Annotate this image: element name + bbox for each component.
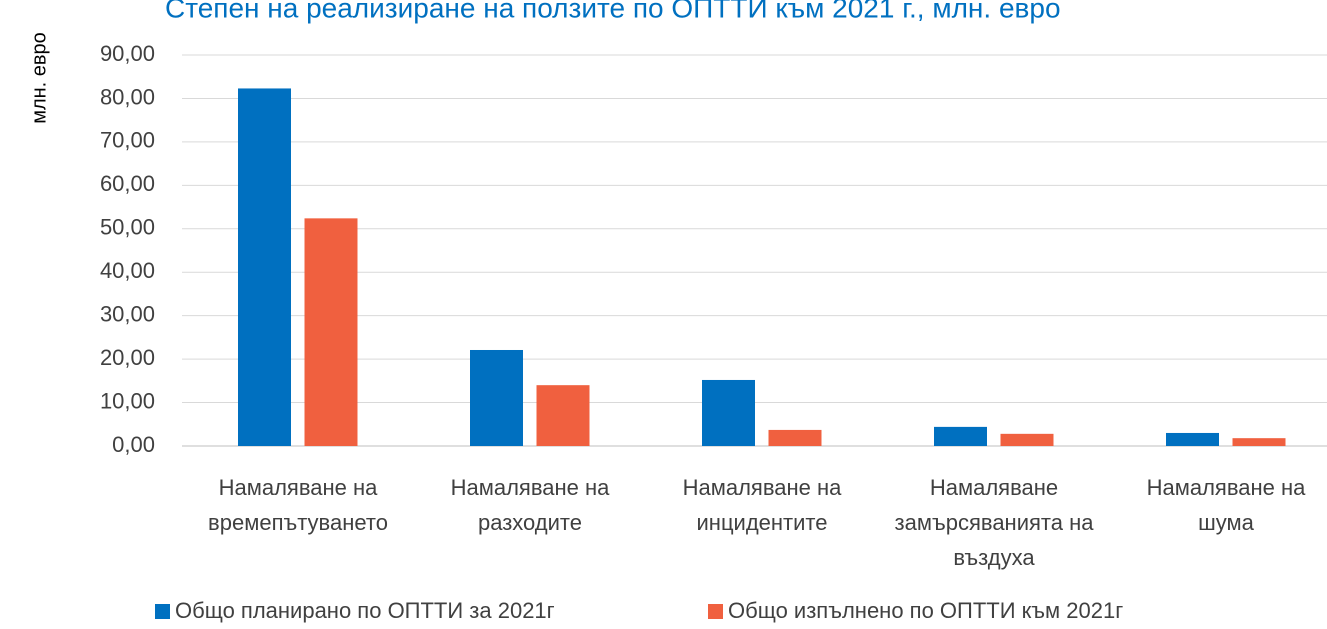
y-tick-label: 20,00 (100, 345, 155, 370)
y-tick-label: 10,00 (100, 388, 155, 413)
bar (1000, 433, 1054, 446)
y-tick-label: 70,00 (100, 128, 155, 153)
bar (1166, 432, 1219, 446)
bar (536, 385, 590, 446)
x-tick-label: Намаляване на шума (1146, 475, 1306, 535)
y-tick-label: 30,00 (100, 301, 155, 326)
y-tick-label: 80,00 (100, 84, 155, 109)
bar (702, 379, 755, 446)
y-tick-label: 90,00 (100, 41, 155, 66)
chart-title: Степен на реализиране на ползите по ОПТТ… (165, 0, 1061, 23)
y-tick-label: 0,00 (112, 432, 155, 457)
bar (238, 88, 291, 447)
y-tick-label: 60,00 (100, 171, 155, 196)
legend-label: Общо планирано по ОПТТИ за 2021г (175, 598, 555, 623)
x-tick-label: Намаляване на разходите (450, 475, 610, 535)
x-tick-label: Намаляване на инцидентите (682, 475, 842, 535)
y-tick-label: 50,00 (100, 215, 155, 240)
y-tick-label: 40,00 (100, 258, 155, 283)
x-tick-label: Намаляване на времепътуването (208, 475, 388, 535)
legend-swatch (155, 604, 170, 619)
bar (470, 349, 523, 446)
bar (934, 426, 987, 446)
legend-label: Общо изпълнено по ОПТТИ към 2021г (728, 598, 1123, 623)
bar (768, 429, 822, 446)
y-axis-label: млн. евро (28, 32, 50, 124)
bar (304, 218, 358, 446)
x-tick-label: Намаляване замърсяванията на въздуха (894, 475, 1094, 570)
bar (1232, 438, 1286, 446)
legend-swatch (708, 604, 723, 619)
